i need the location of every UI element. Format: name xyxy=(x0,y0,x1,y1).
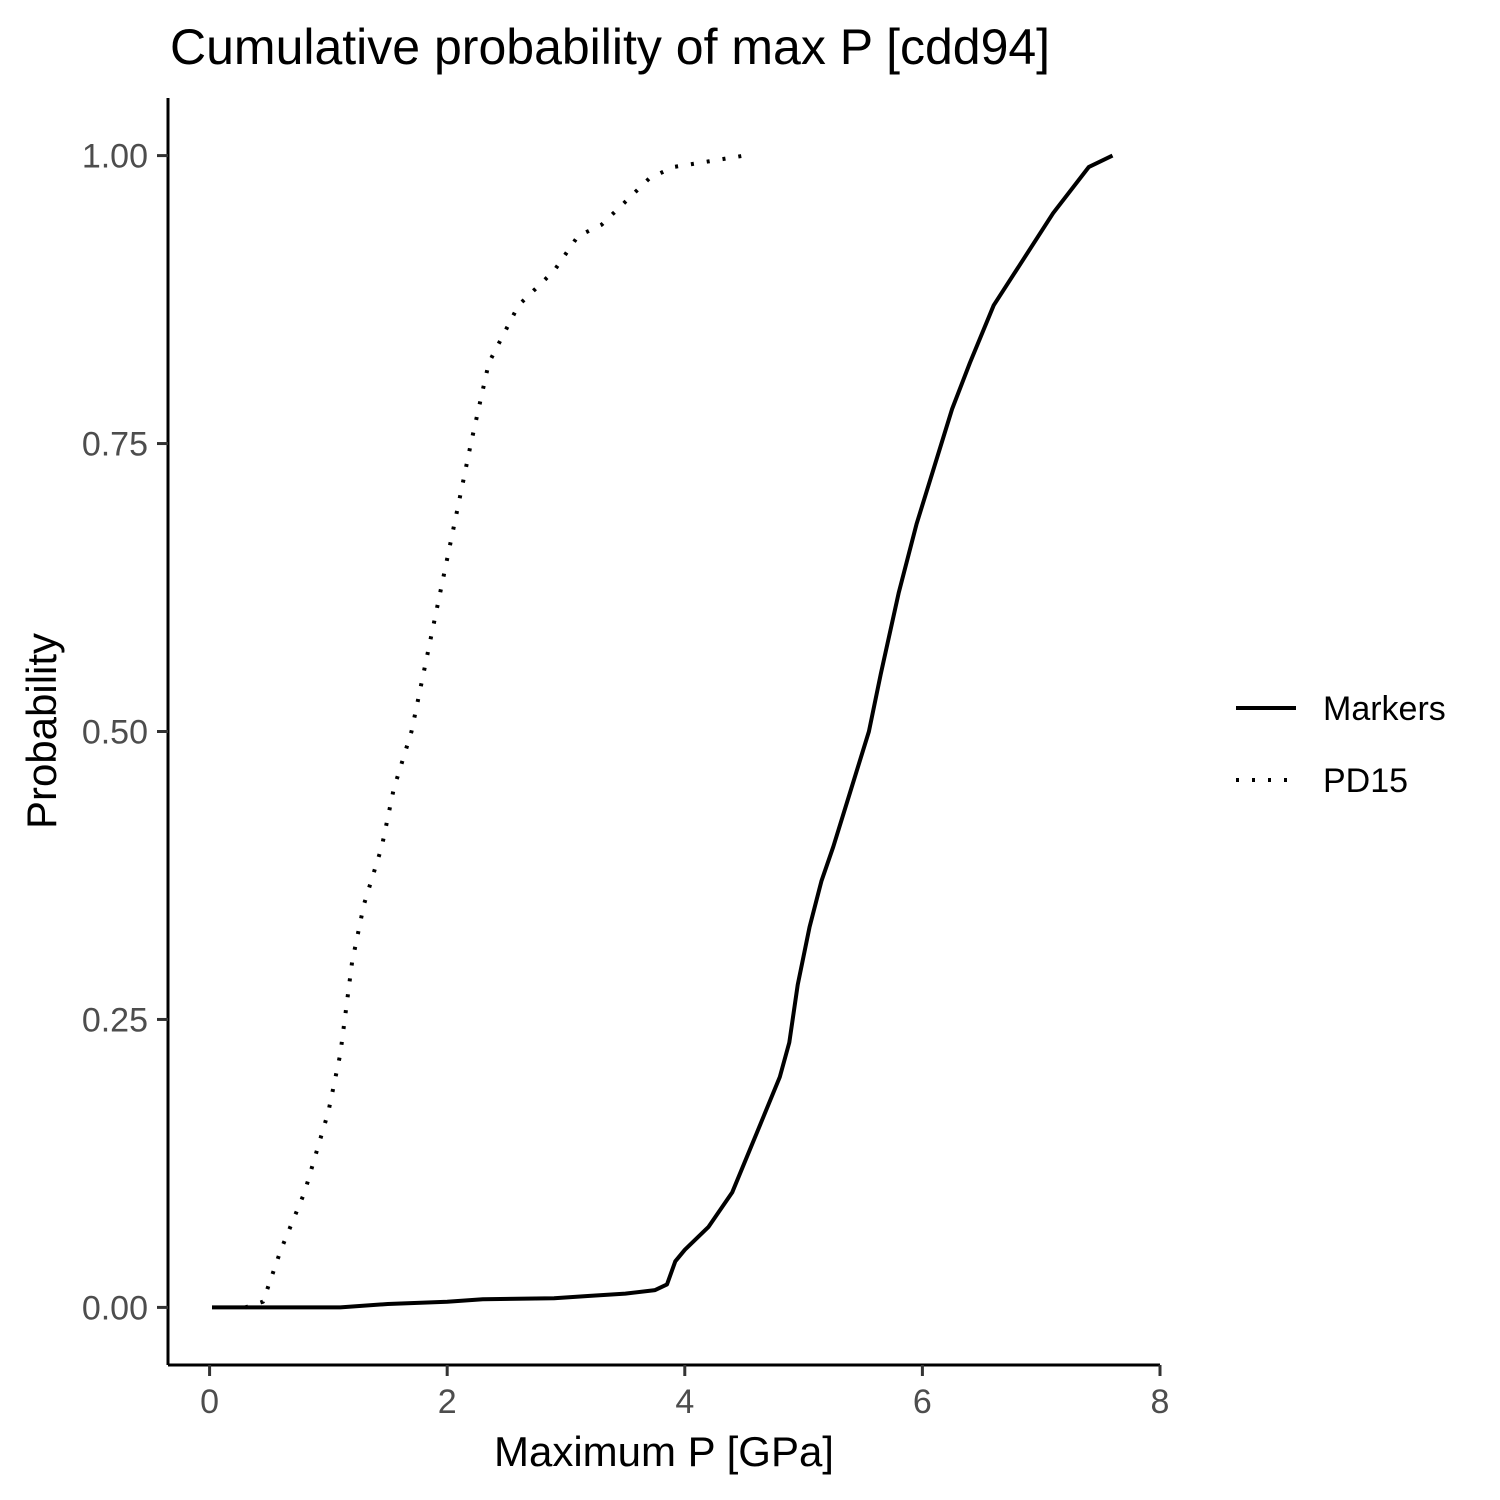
ticks: 0 2 4 6 8 0.00 0.25 0.50 0.75 1.00 xyxy=(82,138,1170,1421)
series-line-pd15 xyxy=(244,153,745,1310)
x-tick-label: 0 xyxy=(200,1383,219,1421)
legend: Markers PD15 xyxy=(1236,690,1446,800)
x-tick-label: 6 xyxy=(913,1383,932,1421)
y-tick-label: 0.25 xyxy=(82,1001,148,1039)
legend-label-markers: Markers xyxy=(1323,690,1446,728)
y-tick-label: 0.75 xyxy=(82,426,148,464)
axes xyxy=(166,98,1160,1367)
y-tick-label: 0.00 xyxy=(82,1289,148,1327)
x-tick-label: 8 xyxy=(1151,1383,1170,1421)
y-tick-label: 1.00 xyxy=(82,138,148,176)
chart-title: Cumulative probability of max P [cdd94] xyxy=(170,19,1051,75)
x-tick-label: 4 xyxy=(675,1383,694,1421)
x-tick-label: 2 xyxy=(438,1383,457,1421)
series-line-markers xyxy=(212,153,1114,1310)
y-tick-label: 0.50 xyxy=(82,714,148,752)
x-axis-title: Maximum P [GPa] xyxy=(494,1428,834,1475)
y-axis-title: Probability xyxy=(18,633,65,829)
plot-series xyxy=(212,153,1114,1310)
legend-label-pd15: PD15 xyxy=(1323,762,1408,800)
